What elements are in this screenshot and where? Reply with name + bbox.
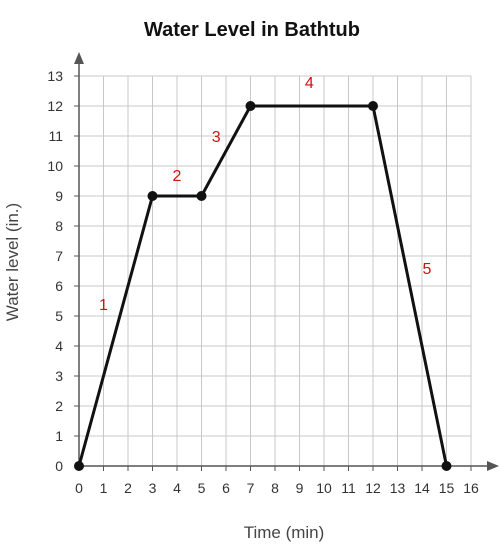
x-tick-label: 14 xyxy=(414,480,430,496)
x-tick-label: 8 xyxy=(271,480,279,496)
y-tick-label: 11 xyxy=(48,128,63,144)
y-tick-label: 5 xyxy=(55,308,63,324)
data-point xyxy=(368,101,378,111)
x-tick-label: 6 xyxy=(222,480,230,496)
y-tick-label: 4 xyxy=(55,338,63,354)
x-tick-label: 16 xyxy=(463,480,479,496)
y-tick-label: 7 xyxy=(55,248,63,264)
y-tick-label: 6 xyxy=(55,278,63,294)
x-tick-label: 13 xyxy=(390,480,406,496)
segment-label: 2 xyxy=(173,168,182,185)
x-tick-label: 0 xyxy=(75,480,83,496)
grid xyxy=(79,75,472,466)
x-tick-label: 10 xyxy=(316,480,332,496)
x-tick-label: 3 xyxy=(149,480,157,496)
y-axis-arrow xyxy=(74,52,84,64)
y-tick-label: 10 xyxy=(47,158,63,174)
x-tick-label: 7 xyxy=(247,480,255,496)
data-point xyxy=(245,101,256,111)
y-tick-label: 9 xyxy=(55,188,63,204)
series-line xyxy=(77,104,448,467)
x-tick-label: 15 xyxy=(439,480,455,496)
tick-labels: 0 1 2 3 4 5 6 7 8 9 10 11 12 13 14 15 160123456789101112… xyxy=(47,68,479,496)
chart-title: Water Level in Bathtub xyxy=(144,19,360,41)
x-tick-label: 2 xyxy=(124,480,132,496)
x-tick-label: 11 xyxy=(341,480,356,496)
y-axis-label: Water level (in.) xyxy=(3,203,22,321)
x-axis-label: Time (min) xyxy=(244,523,325,542)
data-point xyxy=(147,191,158,201)
segment-label: 5 xyxy=(422,261,431,278)
x-axis-arrow xyxy=(487,461,499,471)
x-tick-label: 4 xyxy=(173,480,181,496)
segment-label: 4 xyxy=(305,75,314,92)
y-tick-label: 12 xyxy=(47,98,63,114)
x-tick-label: 12 xyxy=(365,480,381,496)
data-point xyxy=(441,461,452,471)
segment-label: 1 xyxy=(99,297,108,314)
y-tick-label: 1 xyxy=(55,428,63,444)
x-tick-label: 9 xyxy=(296,480,304,496)
y-tick-label: 0 xyxy=(55,458,63,474)
annotations: 1 2 3 4 5 xyxy=(99,75,431,314)
y-tick-label: 13 xyxy=(47,68,63,84)
segment-label: 3 xyxy=(212,129,221,146)
y-tick-label: 2 xyxy=(55,398,63,414)
x-tick-label: 5 xyxy=(198,480,206,496)
series xyxy=(74,101,452,471)
data-point xyxy=(74,461,84,471)
data-point xyxy=(196,191,207,201)
y-tick-label: 3 xyxy=(55,368,63,384)
y-tick-label: 8 xyxy=(55,218,63,234)
x-tick-label: 1 xyxy=(100,480,108,496)
